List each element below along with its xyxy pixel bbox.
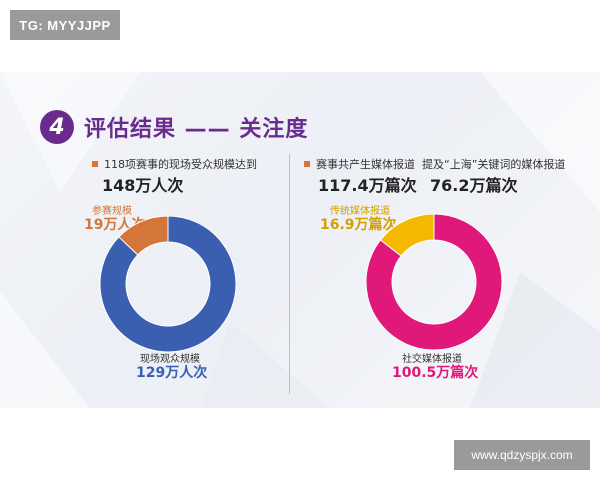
left-seg2-label: 现场观众规模 (140, 354, 200, 365)
left-seg2-value: 129万人次 (136, 365, 208, 381)
left-donut-chart (99, 215, 237, 353)
background-facets (0, 72, 600, 408)
right-stat1-label: 赛事共产生媒体报道 (304, 156, 415, 172)
right-stat2-label: 提及“上海”关键词的媒体报道 (422, 156, 565, 172)
section-title: 4 评估结果 —— 关注度 (40, 110, 308, 144)
right-seg2-label: 社交媒体报道 (402, 354, 462, 365)
right-stat2-value: 76.2万篇次 (430, 176, 518, 195)
slide: 4 评估结果 —— 关注度 118项赛事的现场受众规模达到 148万人次 参赛规… (0, 72, 600, 408)
watermark-top: TG: MYYJJPP (10, 10, 120, 40)
right-donut-slice-2 (365, 213, 503, 351)
left-stat-value: 148万人次 (102, 176, 184, 195)
right-seg2-value: 100.5万篇次 (392, 365, 479, 381)
section-title-text: 评估结果 —— 关注度 (84, 117, 309, 142)
bullet-icon (92, 161, 98, 167)
section-number-badge: 4 (40, 110, 74, 144)
right-stat1-value: 117.4万篇次 (318, 176, 417, 195)
right-stat2-label-text: 提及“上海”关键词的媒体报道 (422, 158, 566, 171)
left-stat-label: 118项赛事的现场受众规模达到 (92, 156, 257, 172)
watermark-bottom: www.qdzyspjx.com (454, 440, 590, 470)
right-donut-chart (365, 213, 503, 351)
right-seg1-value: 16.9万篇次 (320, 217, 397, 233)
right-seg1-label: 传统媒体报道 (330, 206, 390, 217)
bullet-icon (304, 161, 310, 167)
column-divider (289, 154, 290, 394)
left-donut-slice-2 (99, 215, 237, 353)
left-stat-label-text: 118项赛事的现场受众规模达到 (104, 158, 257, 171)
left-seg1-label: 参赛规模 (92, 206, 132, 217)
right-stat1-label-text: 赛事共产生媒体报道 (316, 158, 415, 171)
